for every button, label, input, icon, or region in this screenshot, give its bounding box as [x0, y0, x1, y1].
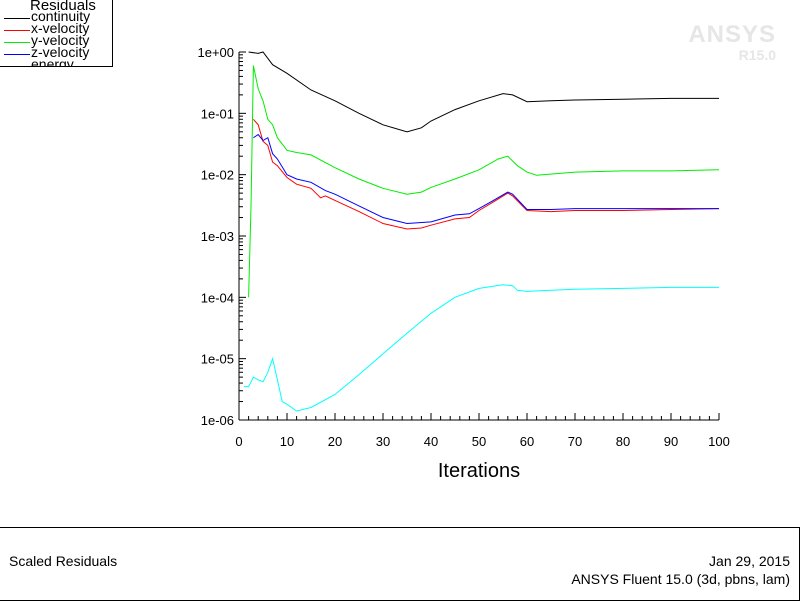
legend-label: x-velocity	[31, 20, 90, 36]
series-line-energy	[243, 284, 719, 412]
legend-title: Residuals	[30, 0, 96, 14]
x-tick-label: 30	[376, 434, 390, 449]
legend-item-y-velocity: y-velocity	[0, 32, 112, 48]
plot-title: Scaled Residuals	[9, 553, 118, 569]
legend-label: z-velocity	[31, 44, 90, 60]
series-line-z-velocity	[253, 133, 719, 225]
x-tick-label: 50	[472, 434, 486, 449]
series-line-x-velocity	[253, 118, 720, 230]
legend-swatch	[4, 66, 30, 67]
x-axis-title: Iterations	[438, 460, 520, 482]
x-tick-label: 10	[280, 434, 294, 449]
legend-swatch	[4, 54, 30, 55]
y-tick-label: 1e-06	[201, 413, 234, 428]
solver-version: ANSYS Fluent 15.0 (3d, pbns, lam)	[571, 571, 790, 587]
y-tick-label: 1e-04	[201, 290, 234, 305]
x-tick-label: 20	[328, 434, 342, 449]
x-tick-label: 40	[424, 434, 438, 449]
ansys-watermark: ANSYS R15.0	[688, 21, 776, 63]
legend-item-x-velocity: x-velocity	[0, 20, 112, 36]
x-tick-label: 70	[568, 434, 582, 449]
residuals-plot: 1e+00 1e-01 1e-02 1e-03 1e-04 1e-05 1e-060 10 20…	[197, 45, 729, 482]
y-tick-label: 1e+00	[197, 45, 234, 60]
y-tick-label: 1e-03	[201, 229, 234, 244]
x-tick-label: 90	[664, 434, 678, 449]
legend-label: y-velocity	[31, 32, 90, 48]
legend-swatch	[4, 30, 30, 31]
legend-swatch	[4, 18, 30, 19]
x-tick-label: 100	[708, 434, 730, 449]
x-tick-label: 60	[520, 434, 534, 449]
plot-axes: 1e+00 1e-01 1e-02 1e-03 1e-04 1e-05 1e-060 10 20…	[197, 45, 729, 449]
y-tick-label: 1e-05	[201, 352, 234, 367]
series-line-continuity	[248, 51, 719, 133]
legend: Residuals continuity x-velocity y-veloci…	[0, 0, 113, 67]
plot-date: Jan 29, 2015	[709, 553, 790, 569]
y-tick-label: 1e-01	[201, 106, 234, 121]
watermark-brand: ANSYS	[688, 21, 776, 48]
plot-series	[243, 51, 720, 412]
y-tick-label: 1e-02	[201, 168, 234, 183]
x-tick-label: 0	[235, 434, 242, 449]
legend-item-continuity: continuity	[0, 8, 112, 24]
legend-item-z-velocity: z-velocity	[0, 44, 112, 60]
legend-item-energy: energy	[0, 56, 112, 67]
legend-label: continuity	[31, 8, 91, 24]
watermark-version: R15.0	[738, 47, 776, 63]
legend-label: energy	[31, 56, 74, 67]
footer-panel: Scaled Residuals Jan 29, 2015 ANSYS Flue…	[0, 527, 800, 601]
legend-swatch	[4, 42, 30, 43]
series-line-y-velocity	[248, 65, 720, 298]
x-tick-label: 80	[616, 434, 630, 449]
